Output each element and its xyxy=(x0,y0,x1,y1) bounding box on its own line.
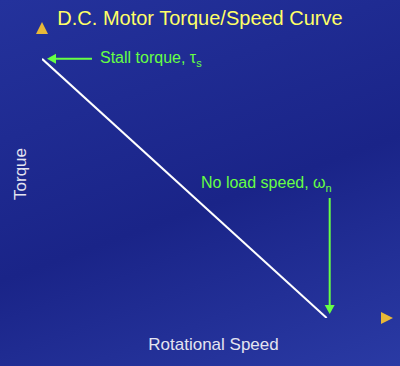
svg-text:No load speed, ωn: No load speed, ωn xyxy=(201,174,332,194)
svg-text:Stall torque, τs: Stall torque, τs xyxy=(100,49,202,69)
svg-text:Torque: Torque xyxy=(11,148,30,200)
svg-text:D.C. Motor Torque/Speed Curve: D.C. Motor Torque/Speed Curve xyxy=(57,7,342,29)
svg-text:Rotational Speed: Rotational Speed xyxy=(148,335,278,354)
